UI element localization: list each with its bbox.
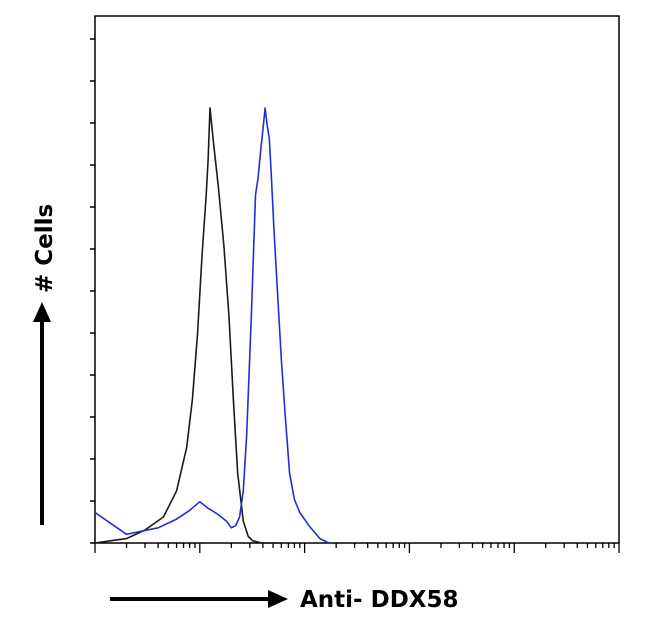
y-axis-arrow-head xyxy=(33,302,51,322)
y-axis-ticks xyxy=(90,38,95,544)
x-axis-arrow-head xyxy=(268,590,288,608)
series-line-2 xyxy=(94,107,330,544)
series-group xyxy=(94,107,330,544)
y-axis-title: # Cells xyxy=(32,204,58,293)
x-axis-ticks xyxy=(94,543,620,553)
series-line-1 xyxy=(94,107,282,544)
x-axis-title: Anti- DDX58 xyxy=(300,587,459,613)
plot-frame xyxy=(94,15,620,544)
